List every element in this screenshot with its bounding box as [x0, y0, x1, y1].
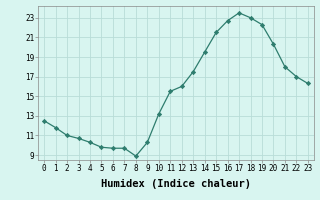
- X-axis label: Humidex (Indice chaleur): Humidex (Indice chaleur): [101, 179, 251, 189]
